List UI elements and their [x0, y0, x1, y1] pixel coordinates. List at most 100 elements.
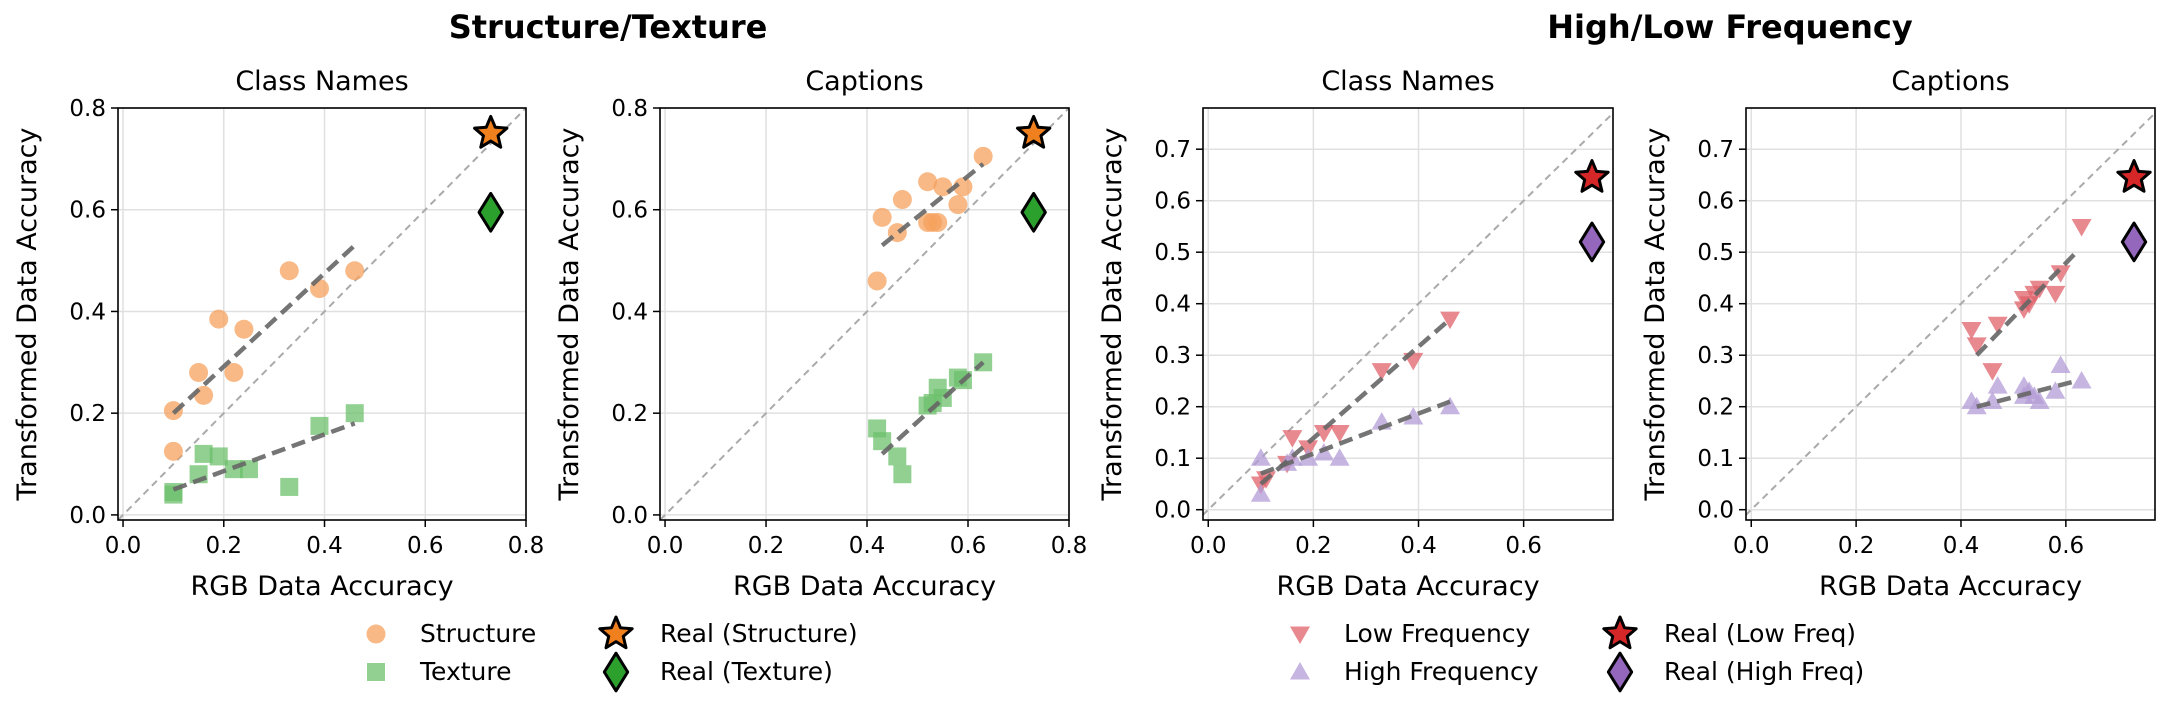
y-tick-label: 0.0: [611, 503, 648, 529]
x-tick-label: 0.0: [647, 533, 684, 559]
data-point-triangle-down: [1982, 363, 2003, 381]
y-tick-label: 0.5: [1154, 240, 1191, 266]
plot-area: [660, 108, 1069, 520]
legend-marker-star: [1602, 615, 1638, 650]
y-tick-label: 0.6: [1697, 189, 1734, 215]
y-tick-label: 0.2: [1697, 395, 1734, 421]
legend-item: High Frequency: [1290, 657, 1539, 686]
data-point-square: [280, 477, 299, 496]
trend-line: [1260, 399, 1451, 476]
y-tick-label: 0.4: [611, 299, 648, 325]
plot-area: [118, 108, 526, 520]
y-tick-label: 0.7: [1154, 137, 1191, 163]
real-point-star: [473, 114, 509, 149]
y-tick-label: 0.3: [1154, 343, 1191, 369]
legend-item: Real (High Freq): [1606, 651, 1864, 693]
y-tick-label: 0.0: [1697, 498, 1734, 524]
real-point-star: [1015, 114, 1052, 149]
trend-line: [172, 421, 356, 492]
y-tick-label: 0.2: [1154, 395, 1191, 421]
data-point-square: [888, 447, 907, 466]
panel-title: Captions: [1891, 66, 2009, 97]
chart-panel-4: 0.0 0.2 0.4 0.6 0.0 0.1 0.2 0.3 0.4 0.5 0.6 0.7 Capt…: [1640, 66, 2156, 602]
real-point-star: [1574, 159, 1610, 193]
x-axis-label: RGB Data Accuracy: [1276, 571, 1539, 602]
y-tick-label: 0.7: [1697, 137, 1734, 163]
trend-line: [1976, 378, 2077, 409]
y-tick-label: 0.0: [1154, 498, 1191, 524]
data-point-triangle-up: [1987, 376, 2008, 394]
data-point-circle: [163, 441, 183, 461]
data-point-triangle-up: [1250, 448, 1271, 466]
y-axis-label: Transformed Data Accuracy: [554, 128, 585, 502]
trend-line: [880, 162, 985, 248]
real-point-star: [2116, 159, 2152, 193]
x-tick-label: 0.4: [849, 533, 886, 559]
x-tick-label: 0.8: [508, 533, 545, 559]
legend-marker-star: [598, 615, 634, 650]
data-point-triangle-up: [2050, 355, 2071, 373]
y-tick-label: 0.1: [1697, 446, 1734, 472]
data-point-triangle-down: [1440, 311, 1461, 330]
data-point-circle: [953, 177, 973, 197]
y-tick-label: 0.5: [1697, 240, 1734, 266]
real-point-diamond: [1578, 221, 1606, 263]
legend-marker-diamond: [1606, 651, 1634, 693]
legend-label: Structure: [420, 619, 536, 648]
trend-line: [171, 243, 357, 415]
data-point-square: [310, 416, 329, 435]
data-point-circle: [189, 362, 209, 382]
data-point-circle: [209, 309, 229, 329]
data-point-circle: [918, 172, 938, 192]
axes-frame: [1745, 107, 2156, 521]
data-point-circle: [867, 271, 887, 291]
x-tick-label: 0.0: [105, 533, 142, 559]
legend-label: Low Frequency: [1344, 619, 1531, 648]
y-tick-label: 0.8: [69, 96, 106, 122]
chart-panel-1: 0.0 0.2 0.4 0.6 0.8 0.0 0.2 0.4 0.6 0.8 Class Name…: [12, 66, 545, 602]
legend-label: Real (Texture): [660, 657, 833, 686]
legend-label: High Frequency: [1344, 657, 1539, 686]
legend-item: Real (Structure): [598, 615, 858, 650]
legend-label: Real (Low Freq): [1664, 619, 1856, 648]
group-title-frequency: High/Low Frequency: [1547, 8, 1913, 46]
y-tick-label: 0.1: [1154, 446, 1191, 472]
data-point-triangle-down: [1282, 430, 1303, 448]
real-point-diamond: [1020, 191, 1047, 233]
x-tick-label: 0.4: [1400, 533, 1437, 559]
legend-item: Texture: [367, 657, 512, 686]
x-tick-label: 0.4: [1943, 533, 1980, 559]
axes-frame: [117, 107, 527, 521]
legends: Structure Real (Structure) Texture Real (Te…: [366, 615, 1864, 693]
legend-item: Low Frequency: [1290, 619, 1531, 648]
data-point-square: [194, 444, 213, 463]
real-point-diamond: [2120, 221, 2148, 263]
x-axis-label: RGB Data Accuracy: [190, 571, 453, 602]
x-tick-label: 0.4: [306, 533, 343, 559]
x-axis-label: RGB Data Accuracy: [733, 571, 996, 602]
x-tick-label: 0.0: [1190, 533, 1227, 559]
y-axis-label: Transformed Data Accuracy: [12, 128, 43, 502]
x-tick-label: 0.6: [407, 533, 444, 559]
data-point-circle: [224, 362, 244, 382]
data-point-square: [345, 404, 364, 423]
data-point-triangle-up: [2029, 391, 2050, 410]
data-point-triangle-down: [1987, 316, 2008, 335]
y-tick-label: 0.2: [69, 401, 106, 427]
y-tick-label: 0.0: [69, 503, 106, 529]
diagonal-reference-line: [660, 108, 1069, 520]
axes-frame: [659, 107, 1070, 521]
legend-marker-triangle-up: [1290, 662, 1310, 680]
data-point-triangle-down: [2050, 265, 2071, 283]
data-point-circle: [345, 261, 365, 281]
legend-1: Structure Real (Structure) Texture Real (Te…: [366, 615, 858, 693]
data-point-circle: [948, 195, 968, 215]
data-point-circle: [892, 190, 912, 210]
x-axis-label: RGB Data Accuracy: [1819, 571, 2082, 602]
legend-marker-triangle-down: [1290, 626, 1310, 644]
chart-panels: 0.0 0.2 0.4 0.6 0.8 0.0 0.2 0.4 0.6 0.8 Class Name…: [12, 66, 2156, 602]
data-point-triangle-down: [1961, 321, 1982, 340]
data-point-triangle-up: [1403, 407, 1424, 425]
x-tick-label: 0.2: [748, 533, 785, 559]
panel-title: Captions: [805, 66, 923, 97]
